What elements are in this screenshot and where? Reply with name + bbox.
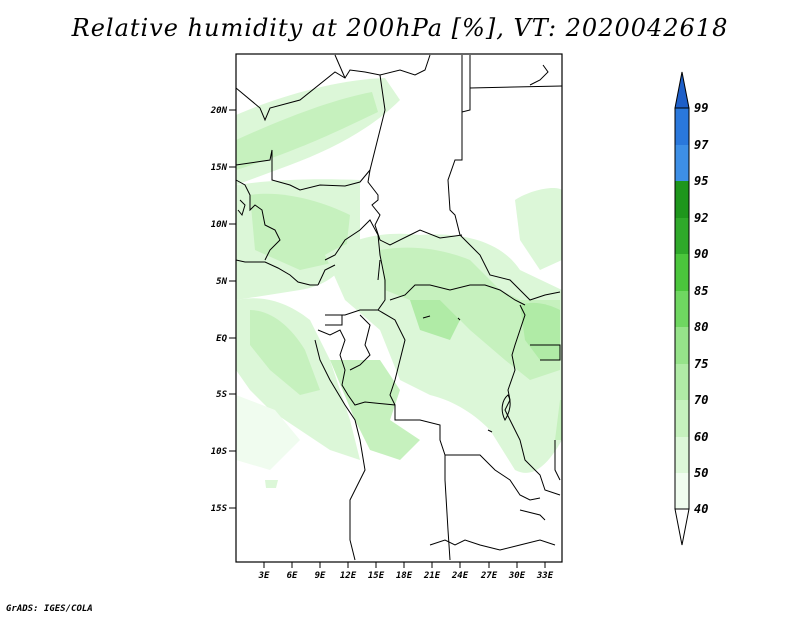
colorbar-swatch [675,437,689,473]
chart-title: Relative humidity at 200hPa [%], VT: 202… [71,14,729,42]
colorbar-label: 85 [694,284,708,298]
colorbar-label: 97 [694,138,709,152]
map-frame [235,53,563,563]
colorbar-label: 99 [694,101,708,115]
colorbar-swatch [674,71,690,109]
lat-label: 15N [211,163,228,173]
lon-label: 21E [423,571,441,581]
lon-label: 18E [396,571,413,581]
lon-label: 3E [258,571,270,581]
colorbar-label: 75 [694,357,708,371]
colorbar-swatch [675,181,689,218]
lat-label: 5N [216,277,227,287]
lat-label: 10N [211,220,228,230]
lat-label: 15S [211,504,228,514]
colorbar-swatch [675,473,689,509]
lon-label: 12E [340,571,357,581]
colorbar-label: 80 [694,320,708,334]
colorbar-swatch [675,254,689,291]
lat-axis: 20N 15N 10N 5N EQ 5S 10S 15S [210,106,236,514]
colorbar-label: 60 [694,430,708,444]
colorbar-swatch [675,145,689,181]
lon-label: 30E [508,571,526,581]
lon-label: 27E [480,571,498,581]
colorbar: 40 50 60 70 75 80 85 90 92 95 97 99 [674,71,709,546]
lon-axis: 3E 6E 9E 12E 15E 18E 21E 24E 27E 30E 33E [258,562,554,581]
colorbar-label: 50 [694,466,708,480]
lon-label: 9E [315,571,326,581]
lon-label: 33E [536,571,554,581]
colorbar-label: 90 [694,247,708,261]
lat-label: 20N [210,106,228,116]
colorbar-label: 92 [694,211,708,225]
lat-label: EQ [216,334,227,344]
colorbar-label: 40 [694,502,708,516]
lon-label: 15E [368,571,385,581]
colorbar-swatch [675,108,689,145]
colorbar-swatch [674,508,690,546]
colorbar-swatch [675,291,689,327]
colorbar-label: 95 [694,174,708,188]
lat-label: 10S [211,447,228,457]
colorbar-swatch [675,327,689,364]
colorbar-label: 70 [694,393,708,407]
lon-label: 6E [287,571,298,581]
country-borders [235,54,563,561]
lat-label: 5S [216,390,227,400]
colorbar-swatch [675,400,689,437]
footer-credit: GrADS: IGES/COLA [6,604,93,614]
colorbar-swatch [675,364,689,400]
lon-label: 24E [451,571,469,581]
colorbar-swatch [675,218,689,254]
